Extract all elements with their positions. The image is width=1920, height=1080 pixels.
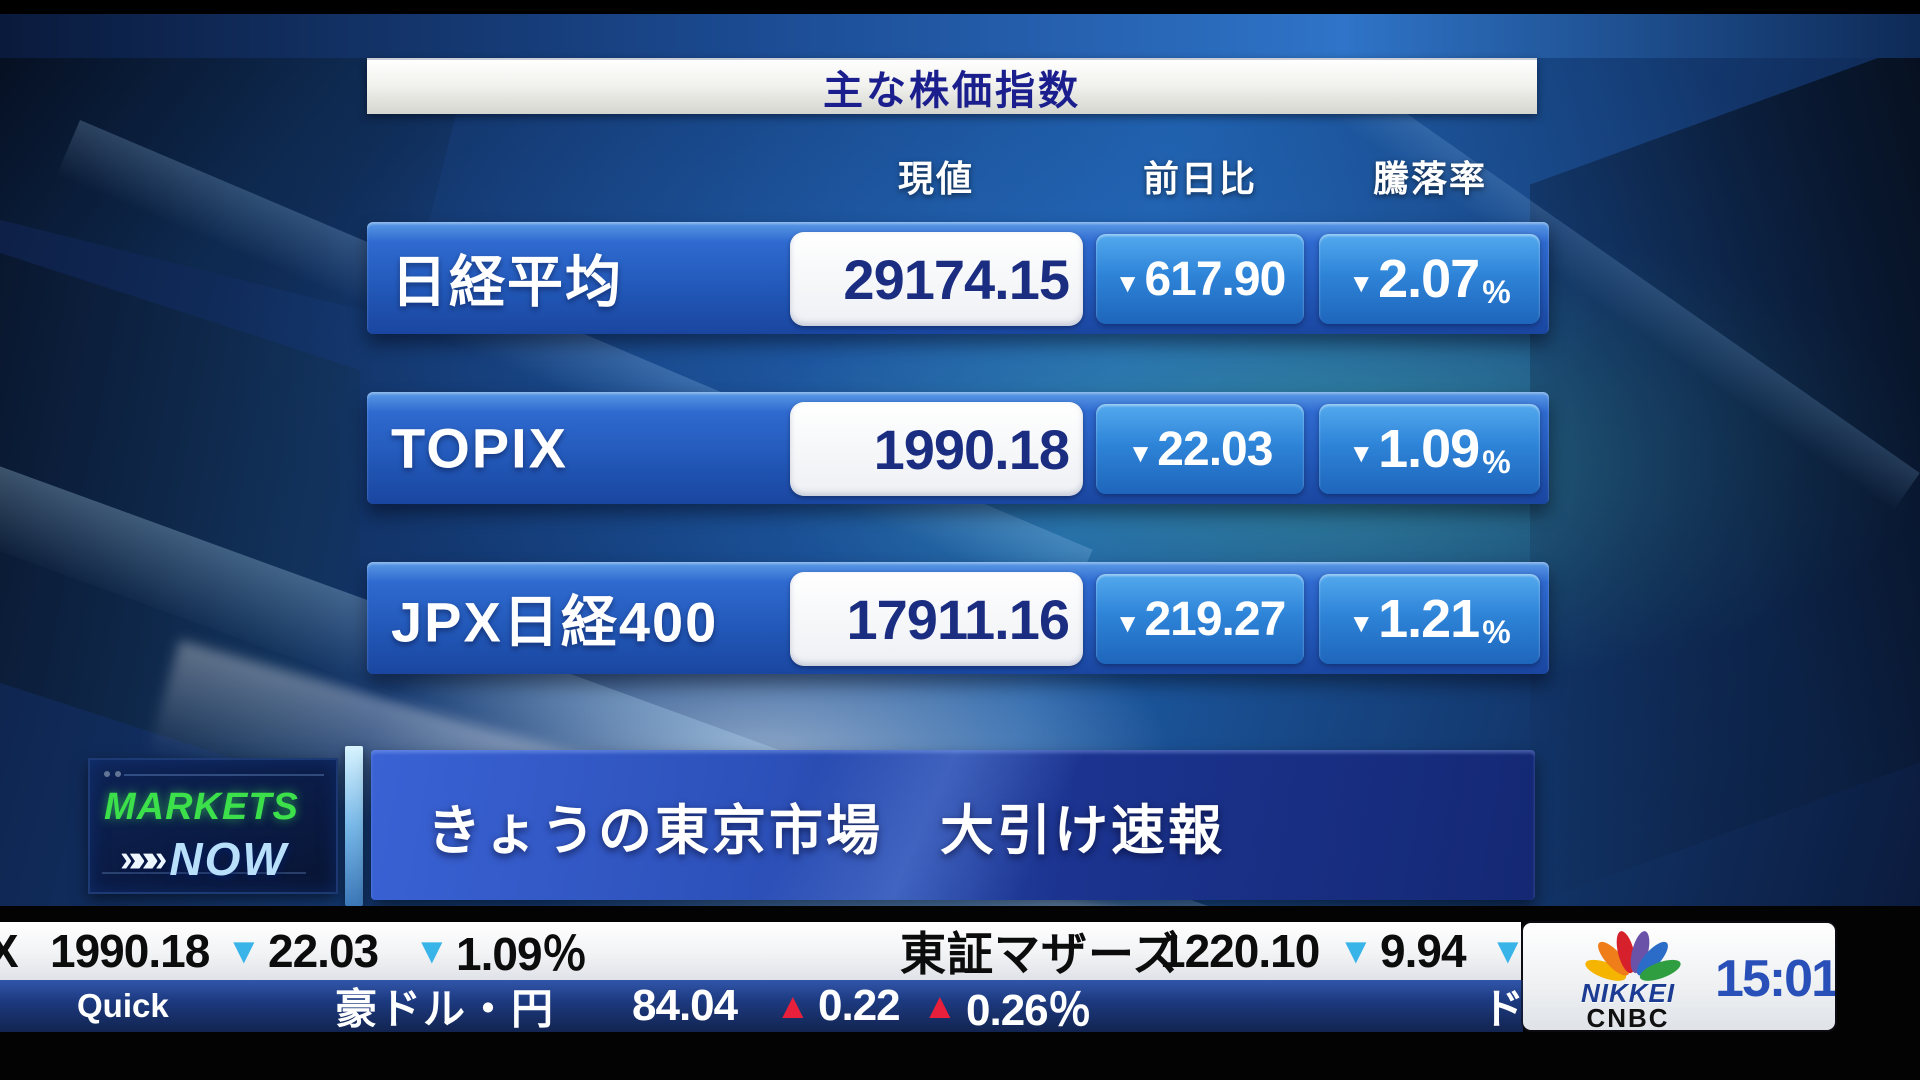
change-value: 617.90 <box>1144 252 1286 306</box>
down-triangle-icon: ▼ <box>1348 607 1375 638</box>
pct-unit: % <box>1482 613 1511 650</box>
index-name: 日経平均 <box>391 250 623 314</box>
ticker-instrument-name: 東証マザーズ <box>900 928 1180 980</box>
change-box: ▼ 22.03 <box>1096 404 1304 494</box>
headline-bar: きょうの東京市場 大引け速報 <box>371 750 1535 900</box>
ticker-clipped-text: ド <box>1482 985 1523 1033</box>
down-triangle-icon: ▼ <box>1348 267 1375 298</box>
column-header-pct: 騰落率 <box>1372 158 1488 199</box>
ticker-clipped-text: X <box>0 925 19 977</box>
down-triangle-icon: ▼ <box>1127 437 1154 468</box>
index-name: TOPIX <box>391 416 569 480</box>
column-header-change: 前日比 <box>1142 158 1258 199</box>
top-letterbox <box>0 0 1920 14</box>
channel-logo-box: NIKKEI CNBC 15:01 <box>1523 923 1835 1030</box>
down-triangle-icon: ▼ <box>1348 437 1375 468</box>
now-row: »»» NOW <box>120 832 288 886</box>
ticker-value: 84.04 <box>632 981 738 1030</box>
pct-box: ▼ 1.09 % <box>1319 404 1540 494</box>
headline-left-cap <box>345 746 363 906</box>
index-row-jpx400: JPX日経400 17911.16 ▼ 219.27 ▼ 1.21 % <box>367 562 1549 674</box>
index-ticker: X 1990.18 ▼ 22.03 ▼ 1.09％ 東証マザーズ 1220.10… <box>0 922 1521 980</box>
index-row-topix: TOPIX 1990.18 ▼ 22.03 ▼ 1.09 % <box>367 392 1549 504</box>
decorative-dot <box>115 771 121 777</box>
change-box: ▼ 617.90 <box>1096 234 1304 324</box>
up-triangle-icon: ▲ <box>775 985 811 1026</box>
ticker-instrument-name: 豪ドル・円 <box>335 985 556 1033</box>
ticker-value: 1990.18 <box>50 925 210 977</box>
decorative-line <box>124 774 324 776</box>
price-box: 1990.18 <box>790 402 1083 496</box>
top-blue-band <box>0 14 1920 58</box>
markets-label: MARKETS <box>104 786 299 828</box>
peacock-icon <box>1585 931 1681 981</box>
markets-now-logo: MARKETS »»» NOW <box>88 758 338 894</box>
clock: 15:01 <box>1715 950 1835 1008</box>
ticker-value: 22.03 <box>268 925 379 977</box>
nikkei-wordmark: NIKKEI <box>1580 978 1676 1008</box>
ticker-value: 9.94 <box>1380 925 1467 977</box>
chevron-right-icon: »»» <box>120 837 167 880</box>
ticker-value: 0.22 <box>818 981 901 1030</box>
pct-value: 1.21 <box>1378 589 1480 649</box>
down-triangle-icon: ▼ <box>226 930 262 971</box>
pct-unit: % <box>1482 443 1511 480</box>
price-value: 29174.15 <box>843 247 1070 311</box>
now-label: NOW <box>169 833 288 885</box>
index-name: JPX日経400 <box>391 590 719 654</box>
quick-logo: Quick <box>77 987 169 1024</box>
pct-box: ▼ 1.21 % <box>1319 574 1540 664</box>
down-triangle-icon: ▼ <box>1114 607 1141 638</box>
price-value: 1990.18 <box>873 417 1070 481</box>
pct-value: 2.07 <box>1378 249 1480 309</box>
ticker-value: 1220.10 <box>1160 925 1320 977</box>
decorative-line <box>102 872 306 874</box>
down-triangle-icon: ▼ <box>1338 930 1374 971</box>
cnbc-wordmark: CNBC <box>1586 1003 1670 1030</box>
section-title-bar: 主な株価指数 <box>367 58 1537 114</box>
forex-ticker: Quick 豪ドル・円 84.04 ▲ 0.22 ▲ 0.26％ ド <box>0 980 1523 1032</box>
up-triangle-icon: ▲ <box>922 985 958 1026</box>
change-box: ▼ 219.27 <box>1096 574 1304 664</box>
column-header-price: 現値 <box>897 158 975 199</box>
change-value: 22.03 <box>1157 422 1273 476</box>
price-box: 29174.15 <box>790 232 1083 326</box>
down-triangle-icon: ▼ <box>414 930 450 971</box>
ticker-value: 1.09％ <box>456 928 588 980</box>
price-box: 17911.16 <box>790 572 1083 666</box>
down-triangle-icon: ▼ <box>1490 930 1521 971</box>
price-value: 17911.16 <box>846 587 1070 651</box>
pct-unit: % <box>1482 273 1511 310</box>
decorative-dot <box>104 771 110 777</box>
pct-box: ▼ 2.07 % <box>1319 234 1540 324</box>
pct-value: 1.09 <box>1378 419 1480 479</box>
ticker-value: 0.26％ <box>966 986 1092 1032</box>
headline-text: きょうの東京市場 大引け速報 <box>427 800 1225 861</box>
section-title: 主な株価指数 <box>823 69 1081 113</box>
change-value: 219.27 <box>1144 592 1286 646</box>
index-row-nikkei: 日経平均 29174.15 ▼ 617.90 ▼ 2.07 % <box>367 222 1549 334</box>
down-triangle-icon: ▼ <box>1114 267 1141 298</box>
